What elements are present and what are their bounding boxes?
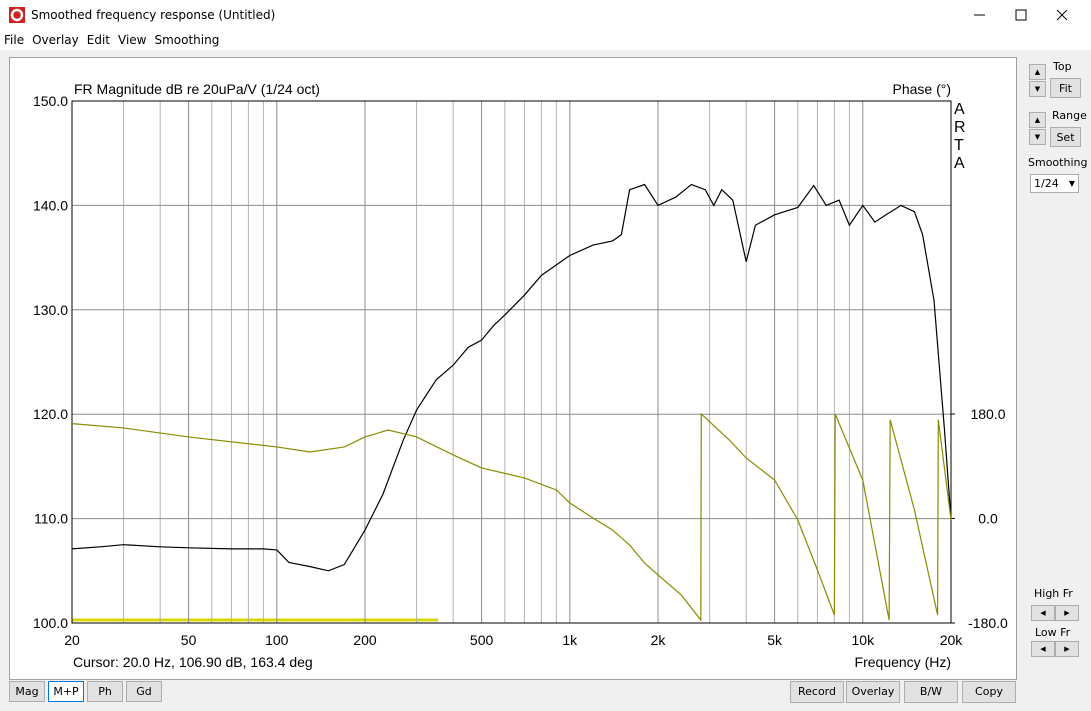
fit-button[interactable]: Fit [1050, 78, 1081, 98]
y2-tick-label: 180.0 [970, 406, 1005, 422]
spin-right[interactable]: ▶ [1055, 605, 1079, 621]
spin-up[interactable]: ▲ [1029, 112, 1046, 128]
top-label: Top [1053, 60, 1072, 73]
view-button[interactable]: M+P [48, 681, 84, 702]
x-tick-label: 20 [64, 632, 80, 648]
y2-tick-label: 0.0 [978, 510, 998, 526]
y-tick-label: 120.0 [33, 406, 68, 422]
app-icon [9, 7, 25, 23]
x-axis-title: Frequency (Hz) [855, 654, 951, 670]
menu-item[interactable]: Overlay [32, 33, 79, 47]
range-label: Range [1052, 109, 1087, 122]
low-fr-label: Low Fr [1035, 626, 1071, 639]
view-button[interactable]: Gd [126, 681, 162, 702]
view-button[interactable]: Mag [9, 681, 45, 702]
menu-item[interactable]: Smoothing [154, 33, 220, 47]
x-tick-label: 50 [181, 632, 197, 648]
y-tick-label: 100.0 [33, 615, 68, 631]
title-bar: Smoothed frequency response (Untitled) [0, 0, 1091, 30]
menu-item[interactable]: View [118, 33, 147, 47]
y-tick-label: 110.0 [34, 511, 68, 527]
x-tick-label: 5k [767, 632, 783, 648]
spin-down[interactable]: ▼ [1029, 129, 1046, 145]
menu-bar: File Overlay Edit View Smoothing [0, 30, 1091, 50]
smoothing-label: Smoothing [1028, 156, 1088, 169]
window-controls[interactable] [960, 0, 1091, 30]
x-tick-label: 100 [265, 632, 289, 648]
cursor-readout: Cursor: 20.0 Hz, 106.90 dB, 163.4 deg [73, 654, 313, 670]
set-button[interactable]: Set [1050, 127, 1081, 147]
x-tick-label: 20k [940, 632, 964, 648]
action-button[interactable]: B/W [904, 681, 958, 703]
action-button[interactable]: Copy [962, 681, 1016, 703]
view-button[interactable]: Ph [87, 681, 123, 702]
smoothing-select[interactable]: 1/24 ▼ [1030, 174, 1079, 193]
series-line [71, 183, 952, 572]
spin-down[interactable]: ▼ [1029, 81, 1046, 97]
spin-left[interactable]: ◀ [1031, 641, 1055, 657]
series-line [71, 412, 952, 622]
x-tick-label: 10k [852, 632, 876, 648]
menu-item[interactable]: File [4, 33, 25, 47]
x-tick-label: 200 [353, 632, 377, 648]
watermark: ARTA [954, 101, 966, 172]
spin-left[interactable]: ◀ [1031, 605, 1055, 621]
chart: 20 50 100 200 500 1k 2k 5k 10k 20k 100.0 110.0 120.0… [33, 81, 1008, 670]
x-tick-label: 2k [651, 632, 667, 648]
menu-item[interactable]: Edit [86, 33, 110, 47]
x-tick-label: 500 [470, 632, 494, 648]
high-fr-label: High Fr [1034, 587, 1073, 600]
y2-tick-label: -180.0 [968, 615, 1008, 631]
plot-frame [71, 100, 952, 624]
y-tick-label: 150.0 [33, 93, 68, 109]
y-tick-label: 140.0 [33, 197, 68, 213]
spin-right[interactable]: ▶ [1055, 641, 1079, 657]
action-button[interactable]: Overlay [846, 681, 900, 703]
spin-up[interactable]: ▲ [1029, 64, 1046, 80]
y2-axis-title: Phase (°) [892, 81, 951, 97]
action-button[interactable]: Record [790, 681, 844, 703]
window-title: Smoothed frequency response (Untitled) [31, 8, 276, 22]
chart-title: FR Magnitude dB re 20uPa/V (1/24 oct) [74, 81, 320, 97]
smoothing-value: 1/24 [1034, 177, 1059, 190]
x-tick-label: 1k [562, 632, 578, 648]
y-tick-label: 130.0 [33, 302, 68, 318]
